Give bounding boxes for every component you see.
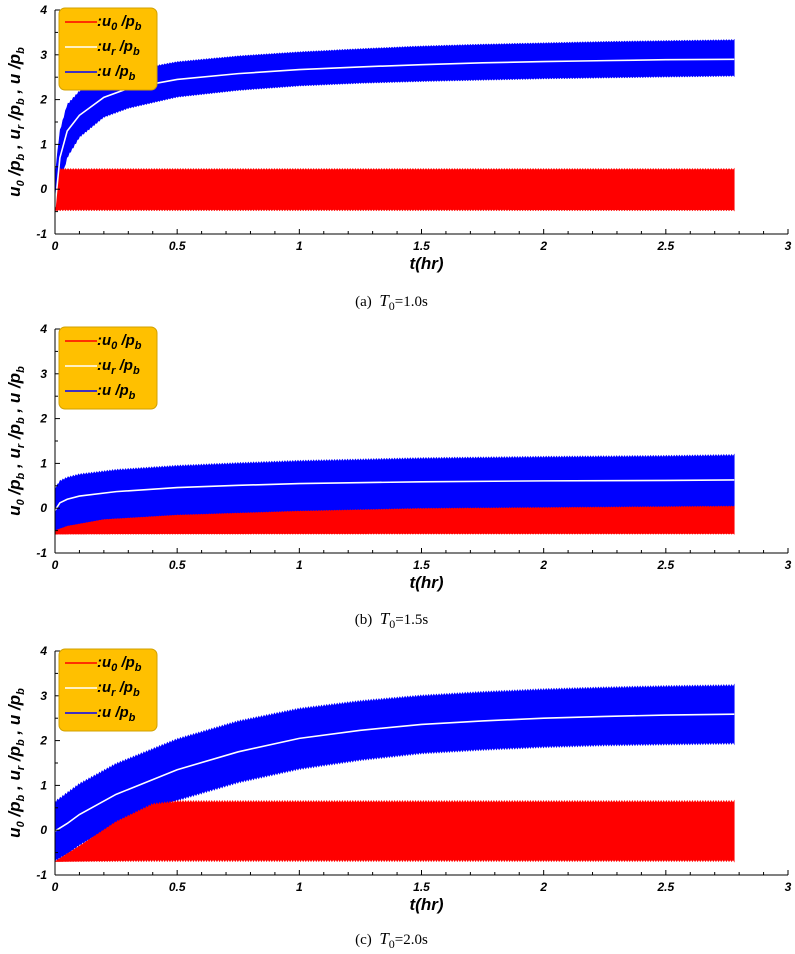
y-tick-label: 4: [39, 3, 47, 17]
y-tick-label: 1: [40, 456, 47, 470]
legend-entry-u: :u /pb: [97, 382, 136, 402]
y-tick-label: -1: [36, 546, 47, 560]
y-tick-label: 0: [40, 501, 47, 515]
x-tick-label: 2.5: [656, 880, 674, 894]
legend-box: [58, 326, 158, 410]
legend: :u0 /pb :ur /pb :u /pb: [58, 326, 158, 410]
y-tick-label: 4: [39, 322, 47, 336]
y-tick-label: 2: [39, 412, 47, 426]
x-tick-label: 0: [52, 558, 59, 572]
y-tick-label: 0: [40, 182, 47, 196]
y-tick-label: 2: [39, 93, 47, 107]
legend-entry-ur: :ur /pb: [97, 38, 140, 58]
x-tick-label: 3: [785, 880, 792, 894]
caption: (b) T0=1.5s: [355, 609, 429, 631]
series-u0-band: [55, 799, 735, 863]
series-layer: [55, 38, 735, 212]
series-u0-band: [55, 167, 735, 212]
series-ur-line: [55, 713, 735, 832]
x-tick-label: 1.5: [413, 558, 430, 572]
legend-entry-u0: :u0 /pb: [97, 654, 142, 674]
y-tick-label: 3: [40, 367, 47, 381]
y-tick-label: 3: [40, 689, 47, 703]
y-tick-label: 4: [39, 644, 47, 658]
chart-panel-2: -1 0 1 2 3 4 0 0.5 1 1.5 2 2.5 3 t(hr) u0​ /pb​ , ur​ …: [5, 644, 792, 951]
x-tick-label: 0.5: [169, 880, 186, 894]
x-tick-label: 1.5: [413, 239, 430, 253]
x-tick-label: 3: [785, 239, 792, 253]
caption: (a) T0=1.0s: [355, 291, 428, 313]
legend: :u0 /pb :ur /pb :u /pb: [58, 648, 158, 732]
chart-panel-0: -1 0 1 2 3 4 0 0.5 1 1.5 2 2.5 3 t(hr) u0​ /pb​ , ur​ …: [5, 3, 792, 313]
y-axis-label: u0​ /pb​ , ur​ /pb​ , u /pb​: [5, 47, 27, 197]
legend-entry-ur: :ur /pb: [97, 679, 140, 699]
x-tick-label: 3: [785, 558, 792, 572]
y-axis-label: u0​ /pb​ , ur​ /pb​ , u /pb​: [5, 688, 27, 838]
x-tick-label: 2: [539, 558, 547, 572]
series-layer: [55, 453, 735, 535]
legend-box: [58, 648, 158, 732]
x-tick-label: 1.5: [413, 880, 430, 894]
x-axis-label: t(hr): [410, 573, 444, 592]
x-axis-label: t(hr): [410, 254, 444, 273]
series-layer: [55, 683, 735, 863]
x-tick-label: 1: [296, 880, 303, 894]
y-tick-label: -1: [36, 868, 47, 882]
x-tick-label: 1: [296, 558, 303, 572]
caption: (c) T0=2.0s: [355, 929, 428, 951]
y-tick-label: 1: [40, 137, 47, 151]
x-tick-label: 0.5: [169, 239, 186, 253]
y-tick-label: 0: [40, 823, 47, 837]
y-tick-label: -1: [36, 227, 47, 241]
x-tick-label: 0: [52, 880, 59, 894]
legend: :u0 /pb :ur /pb :u /pb: [58, 7, 158, 91]
x-tick-label: 2.5: [656, 239, 674, 253]
x-tick-label: 2: [539, 880, 547, 894]
y-tick-label: 1: [40, 778, 47, 792]
y-tick-label: 2: [39, 734, 47, 748]
series-u-band: [55, 683, 735, 862]
legend-entry-u0: :u0 /pb: [97, 13, 142, 33]
series-u-band: [55, 38, 735, 212]
series-ur-line: [55, 479, 735, 511]
legend-entry-u0: :u0 /pb: [97, 332, 142, 352]
legend-entry-ur: :ur /pb: [97, 357, 140, 377]
y-axis-label: u0​ /pb​ , ur​ /pb​ , u /pb​: [5, 366, 27, 516]
legend-entry-u: :u /pb: [97, 63, 136, 83]
legend-box: [58, 7, 158, 91]
legend-entry-u: :u /pb: [97, 704, 136, 724]
series-ur-line: [55, 58, 735, 208]
x-tick-label: 2.5: [656, 558, 674, 572]
x-tick-label: 2: [539, 239, 547, 253]
y-tick-label: 3: [40, 48, 47, 62]
x-tick-label: 0.5: [169, 558, 186, 572]
x-axis-label: t(hr): [410, 895, 444, 914]
x-tick-label: 1: [296, 239, 303, 253]
chart-panel-1: -1 0 1 2 3 4 0 0.5 1 1.5 2 2.5 3 t(hr) u0​ /pb​ , ur​ …: [5, 322, 792, 631]
x-tick-label: 0: [52, 239, 59, 253]
series-u0-band: [55, 505, 735, 535]
